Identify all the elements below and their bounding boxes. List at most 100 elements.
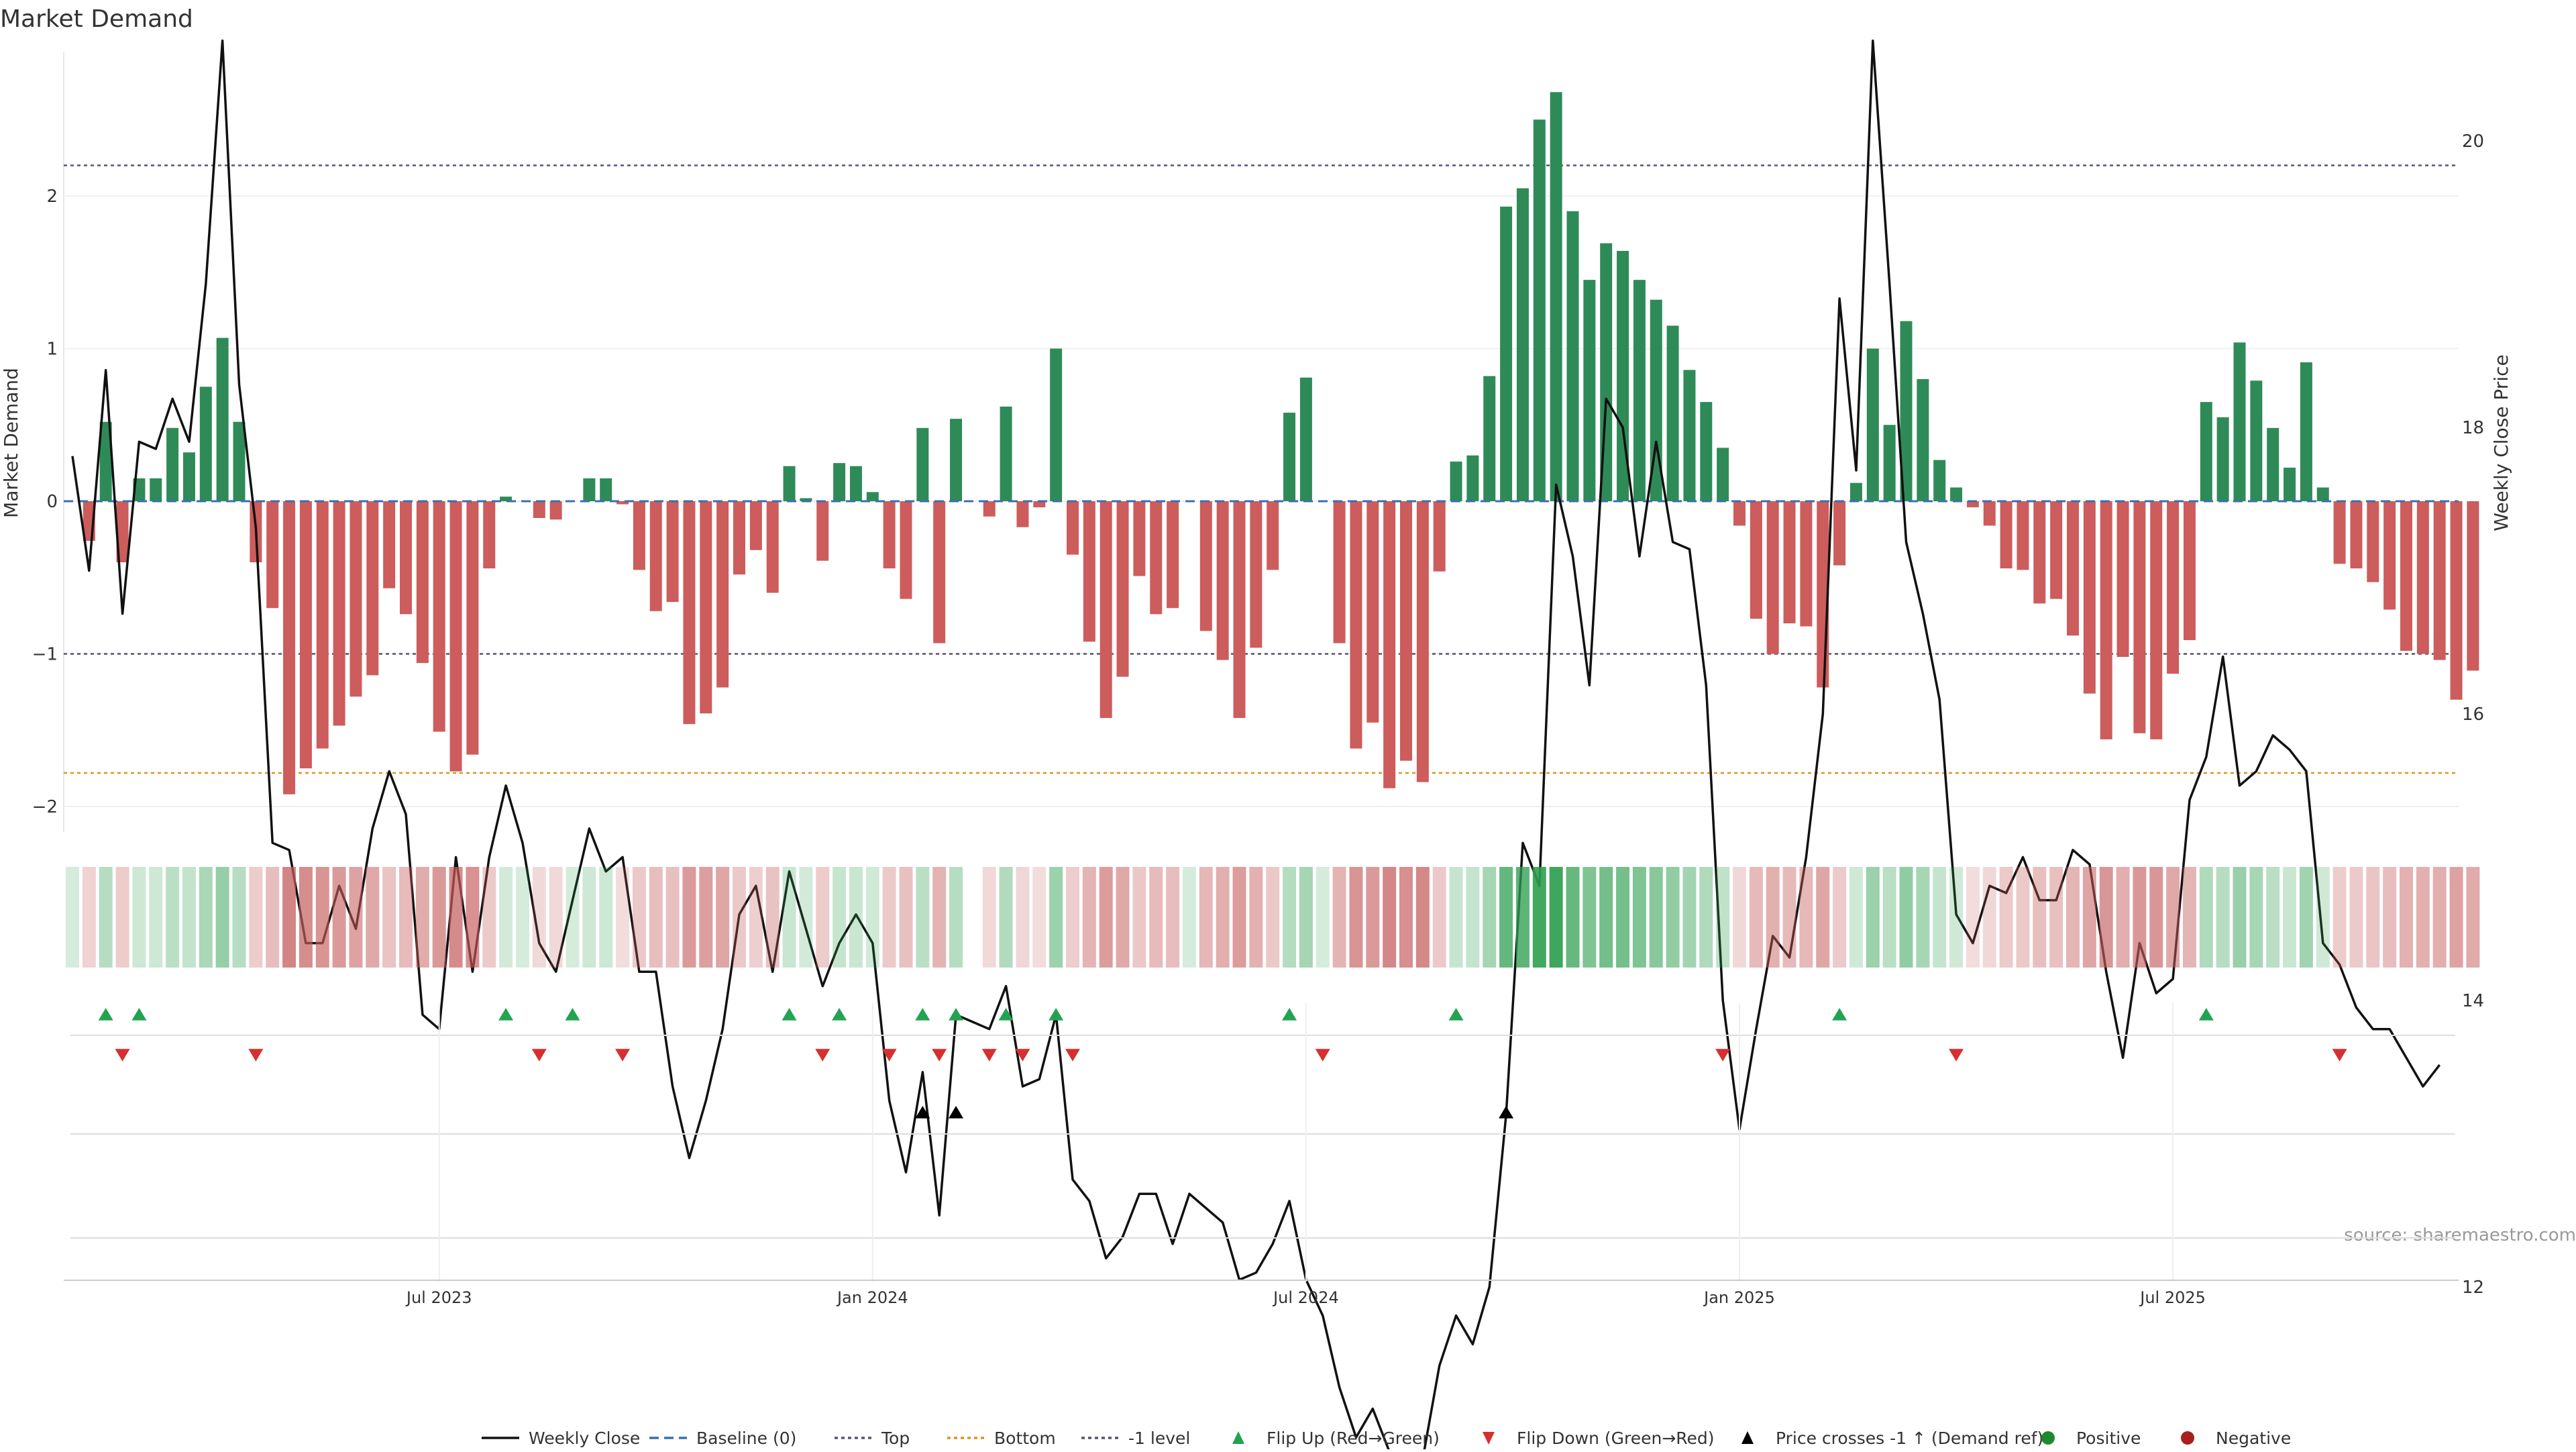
- strip-cell: [1499, 867, 1513, 968]
- strip-cell: [2383, 867, 2397, 968]
- demand-bar: [2150, 501, 2163, 739]
- demand-bar: [500, 497, 513, 501]
- demand-bar: [2233, 342, 2246, 501]
- legend-label: Top: [881, 1429, 910, 1448]
- strip-cell: [1532, 867, 1546, 968]
- legend-label: Negative: [2216, 1429, 2291, 1448]
- y-tick-label: 0: [46, 492, 58, 512]
- strip-cell: [1332, 867, 1346, 968]
- strip-cell: [1166, 867, 1180, 968]
- strip-cell: [82, 867, 96, 968]
- strip-cell: [749, 867, 763, 968]
- strip-cell: [432, 867, 446, 968]
- demand-bar: [1550, 92, 1562, 502]
- y2-tick-label: 18: [2462, 418, 2484, 438]
- flip-up-marker: [915, 1008, 930, 1021]
- strip-cell: [2466, 867, 2480, 968]
- demand-bar: [1566, 211, 1579, 501]
- demand-bar: [1533, 119, 1546, 501]
- demand-bar: [666, 501, 679, 603]
- strip-cell: [399, 867, 413, 968]
- strip-cell: [2166, 867, 2180, 968]
- flip-up-marker: [98, 1008, 113, 1021]
- y2-tick-label: 16: [2462, 705, 2484, 725]
- strip-cell: [2216, 867, 2230, 968]
- strip-cell: [1982, 867, 1996, 968]
- flip-down-marker: [1715, 1049, 1731, 1061]
- demand-bar: [233, 421, 246, 501]
- demand-bar: [2450, 501, 2463, 700]
- strip-cell: [1199, 867, 1213, 968]
- strip-cell: [632, 867, 646, 968]
- strip-cell: [1966, 867, 1980, 968]
- strip-cell: [1616, 867, 1630, 968]
- demand-bar: [2383, 501, 2396, 610]
- demand-bar: [2300, 362, 2312, 501]
- strip-cell: [1566, 867, 1580, 968]
- strip-cell: [1415, 867, 1430, 968]
- strip-cell: [66, 867, 79, 968]
- demand-bar: [900, 501, 912, 599]
- demand-bar: [2133, 501, 2146, 733]
- y-tick-label: −2: [32, 797, 58, 817]
- strip-cell: [1449, 867, 1463, 968]
- flip-down-marker: [881, 1049, 897, 1061]
- strip-cell: [699, 867, 713, 968]
- demand-bar: [316, 501, 329, 749]
- legend-swatch: [2181, 1431, 2194, 1445]
- strip-cell: [1582, 867, 1597, 968]
- strip-cell: [566, 867, 580, 968]
- demand-bar: [1666, 325, 1679, 501]
- strip-cell: [1149, 867, 1163, 968]
- strip-cell: [599, 867, 613, 968]
- flip-up-marker: [498, 1008, 514, 1021]
- strip-cell: [1316, 867, 1330, 968]
- strip-cell: [1899, 867, 1913, 968]
- strip-cell: [1466, 867, 1480, 968]
- strip-cell: [515, 867, 529, 968]
- demand-bar: [1099, 501, 1112, 719]
- price-cross-marker: [915, 1106, 930, 1119]
- demand-bar: [683, 501, 696, 725]
- legend-item: Positive: [2041, 1429, 2141, 1448]
- demand-bar: [1983, 501, 1996, 526]
- strip-cell: [1682, 867, 1697, 968]
- demand-bar: [150, 478, 162, 501]
- demand-bar: [749, 501, 762, 550]
- strip-cell: [1049, 867, 1063, 968]
- demand-bar: [2350, 501, 2363, 569]
- strip-cell: [482, 867, 496, 968]
- demand-bar: [800, 498, 812, 501]
- strip-cell: [1182, 867, 1196, 968]
- strip-cell: [499, 867, 513, 968]
- demand-bar: [216, 338, 229, 501]
- demand-bar: [1733, 501, 1746, 526]
- legend-item: Baseline (0): [649, 1429, 796, 1448]
- strip-cell: [2082, 867, 2096, 968]
- demand-bar: [1783, 501, 1796, 623]
- demand-bar: [2267, 427, 2279, 501]
- strip-cell: [2049, 867, 2063, 968]
- strip-cell: [282, 867, 297, 968]
- demand-bar: [166, 427, 179, 501]
- demand-bar: [2284, 467, 2296, 501]
- strip-cell: [1999, 867, 2013, 968]
- x-tick-label: Jan 2024: [836, 1288, 908, 1307]
- strip-cell: [949, 867, 963, 968]
- demand-bar: [2116, 501, 2129, 658]
- demand-bar: [1900, 321, 1913, 501]
- strip-cell: [999, 867, 1013, 968]
- legend-item: Negative: [2181, 1429, 2291, 1448]
- flip-down-marker: [2332, 1049, 2347, 1061]
- demand-bar: [99, 421, 112, 501]
- strip-cell: [2033, 867, 2047, 968]
- demand-bar: [283, 501, 296, 794]
- strip-cell: [1132, 867, 1146, 968]
- strip-cell: [466, 867, 480, 968]
- flip-down-marker: [932, 1049, 947, 1061]
- demand-bar: [466, 501, 479, 755]
- demand-bar: [199, 386, 212, 501]
- strip-cell: [1649, 867, 1663, 968]
- strip-cell: [1266, 867, 1280, 968]
